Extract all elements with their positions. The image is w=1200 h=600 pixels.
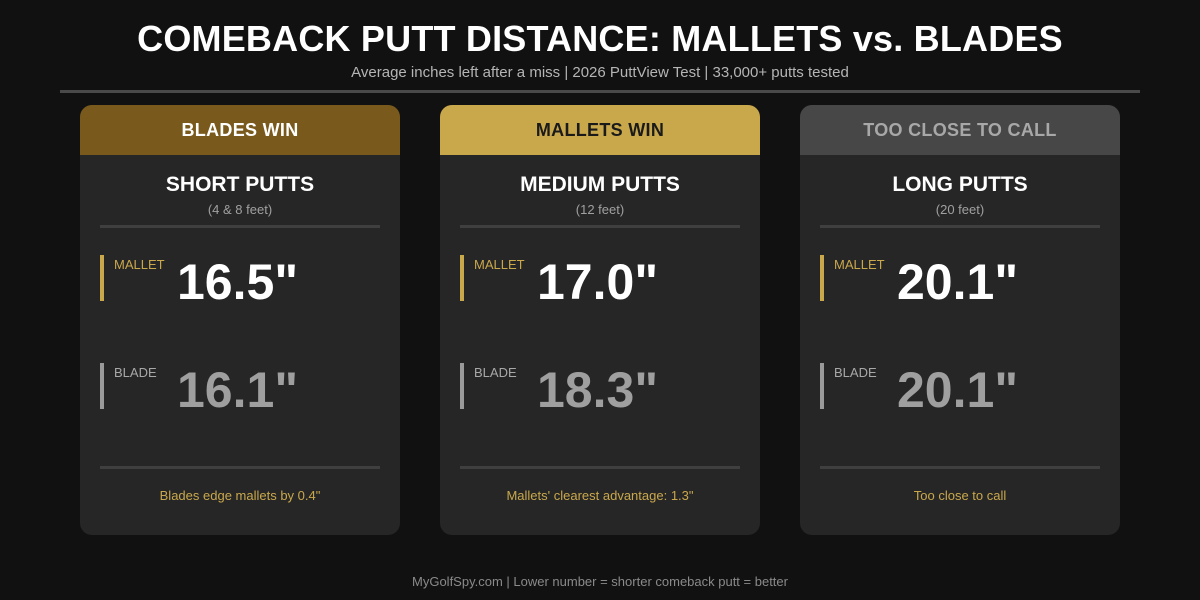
footer-note: MyGolfSpy.com | Lower number = shorter c… [412, 574, 788, 589]
blade-value: 20.1" [897, 362, 1019, 418]
chart-title: COMEBACK PUTT DISTANCE: MALLETS vs. BLAD… [137, 18, 1063, 59]
blade-label: BLADE [834, 365, 877, 380]
category-title: LONG PUTTS [892, 173, 1028, 196]
category-distance: (4 & 8 feet) [207, 202, 273, 217]
mallet-value: 17.0" [537, 254, 659, 310]
category-distance: (20 feet) [935, 202, 985, 217]
blade-value: 16.1" [177, 362, 299, 418]
mallet-accent-bar [460, 255, 464, 301]
card-note: Mallets' clearest advantage: 1.3" [506, 488, 694, 503]
card-medium-putts: MALLETS WIN MEDIUM PUTTS (12 feet) MALLE… [440, 105, 760, 535]
mallet-label: MALLET [834, 257, 885, 272]
blade-value: 18.3" [537, 362, 659, 418]
card-long-putts: TOO CLOSE TO CALL LONG PUTTS (20 feet) M… [800, 105, 1120, 535]
blade-label: BLADE [114, 365, 157, 380]
verdict-header: BLADES WIN [80, 105, 400, 155]
blade-accent-bar [820, 363, 824, 409]
blade-row: BLADE 16.1" [100, 361, 380, 418]
category-title: MEDIUM PUTTS [520, 173, 680, 196]
card-divider-bottom [820, 466, 1100, 469]
blade-accent-bar [460, 363, 464, 409]
mallet-row: MALLET 17.0" [460, 253, 740, 310]
mallet-accent-bar [820, 255, 824, 301]
verdict-header: MALLETS WIN [440, 105, 760, 155]
card-divider-top [100, 225, 380, 228]
blade-row: BLADE 18.3" [460, 361, 740, 418]
category-distance: (12 feet) [575, 202, 625, 217]
blade-accent-bar [100, 363, 104, 409]
card-divider-bottom [460, 466, 740, 469]
card-divider-top [460, 225, 740, 228]
card-note: Too close to call [913, 488, 1007, 503]
mallet-label: MALLET [114, 257, 165, 272]
verdict-header: TOO CLOSE TO CALL [800, 105, 1120, 155]
mallet-value: 20.1" [897, 254, 1019, 310]
mallet-accent-bar [100, 255, 104, 301]
card-note: Blades edge mallets by 0.4" [159, 488, 321, 503]
blade-row: BLADE 20.1" [820, 361, 1100, 418]
title-divider [60, 90, 1140, 93]
card-short-putts: BLADES WIN SHORT PUTTS (4 & 8 feet) MALL… [80, 105, 400, 535]
mallet-value: 16.5" [177, 254, 299, 310]
chart-subtitle: Average inches left after a miss | 2026 … [351, 64, 849, 81]
blade-label: BLADE [474, 365, 517, 380]
mallet-row: MALLET 16.5" [100, 253, 380, 310]
card-divider-bottom [100, 466, 380, 469]
mallet-row: MALLET 20.1" [820, 253, 1100, 310]
card-divider-top [820, 225, 1100, 228]
mallet-label: MALLET [474, 257, 525, 272]
category-title: SHORT PUTTS [165, 173, 315, 196]
